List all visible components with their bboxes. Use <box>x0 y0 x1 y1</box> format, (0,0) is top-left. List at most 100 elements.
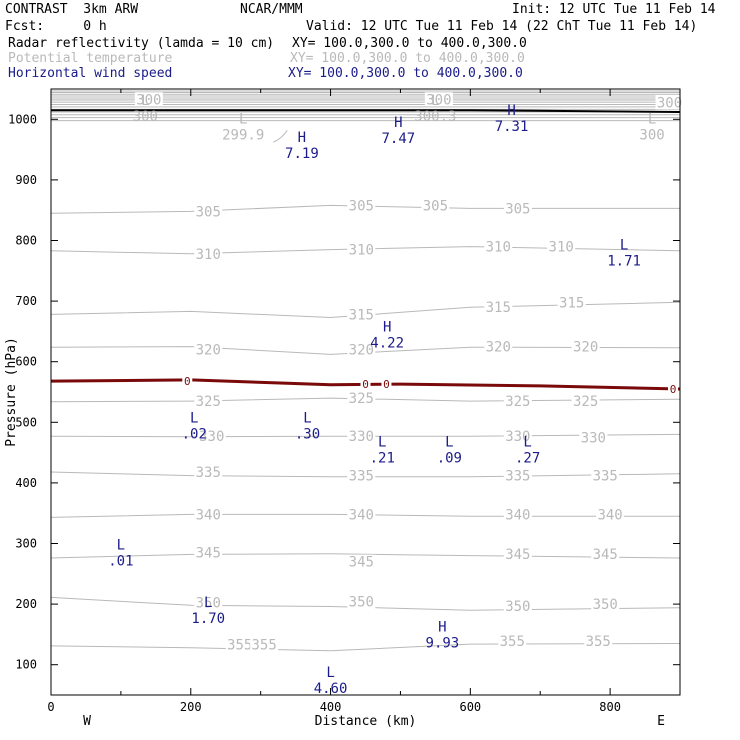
isentrope-label: 355 <box>227 638 252 654</box>
isentrope-label-bg <box>591 468 620 483</box>
isentrope-340 <box>50 513 680 518</box>
valid-time: Valid: 12 UTC Tue 11 Feb 14 (22 ChT Tue … <box>306 19 698 34</box>
isentrope-label: 320 <box>486 340 511 356</box>
theta-extremum-value: 300 <box>133 109 158 125</box>
isentrope-345 <box>50 553 681 559</box>
isentrope-label-bg <box>194 595 223 610</box>
y-tick-label: 300 <box>15 537 37 551</box>
wind-extremum-value: .02 <box>182 426 207 442</box>
y-tick-label: 800 <box>15 234 37 248</box>
isentrope-label: 300 <box>657 95 682 111</box>
isentrope-label: 320 <box>196 343 221 359</box>
isentrope-label: 340 <box>505 507 530 523</box>
isentrope-355 <box>50 643 681 652</box>
isentrope-350 <box>50 596 681 611</box>
theta-extremum-value: 300.3 <box>414 109 456 125</box>
wind-extremum-value: 7.31 <box>495 119 529 135</box>
forecast-hour: Fcst: 0 h <box>5 19 107 34</box>
plot-frame <box>50 88 681 696</box>
isentrope-label: 345 <box>349 555 374 571</box>
isentrope-label-bg <box>194 464 223 479</box>
isentrope-325 <box>50 397 681 403</box>
isentrope-label-bg <box>547 239 576 254</box>
isentrope-label-bg <box>250 637 279 652</box>
zero-contour-label: 0 <box>184 375 191 388</box>
wind-low-marker: L <box>620 238 628 254</box>
y-tick-label: 700 <box>15 294 37 308</box>
theta-extremum-value: 300 <box>639 127 664 143</box>
x-tick-label: 0 <box>47 700 54 714</box>
isentrope-label: 305 <box>349 198 374 214</box>
isentrope-label-bg <box>596 507 625 522</box>
y-axis-label: Pressure (hPa) <box>4 337 19 447</box>
isentrope-335 <box>50 471 681 478</box>
isentrope-label-bg <box>194 545 223 560</box>
isentrope-label: 340 <box>196 507 221 523</box>
isentrope-label-bg <box>557 295 586 310</box>
wind-high-marker: H <box>298 130 306 146</box>
isentrope-label-bg <box>503 394 532 409</box>
wind-extremum-value: .21 <box>370 451 395 467</box>
west-label: W <box>83 714 91 729</box>
isentrope-label-bg <box>347 594 376 609</box>
isentrope-label-bg <box>347 554 376 569</box>
terrain-line <box>51 109 681 113</box>
isentrope-label-bg <box>225 637 254 652</box>
isentrope-label-bg <box>347 242 376 257</box>
zero-contour-label-bg <box>360 378 371 391</box>
leader-tick <box>273 129 288 143</box>
x-tick-label: 400 <box>320 700 342 714</box>
zero-contour-label: 0 <box>383 378 390 391</box>
wind-low-marker: L <box>117 538 125 554</box>
wind-low-marker: L <box>190 410 198 426</box>
x-tick-label: 600 <box>459 700 481 714</box>
y-tick-label: 600 <box>15 355 37 369</box>
wind-extremum-value: 9.93 <box>426 635 460 651</box>
isentrope-label: 345 <box>593 547 618 563</box>
field-theta: Potential temperature <box>8 51 173 66</box>
isentrope-label-bg <box>591 546 620 561</box>
isentrope-310 <box>50 246 681 255</box>
isentrope-label: 305 <box>196 204 221 220</box>
zero-contour-label-bg <box>182 375 193 388</box>
zero-contour-label: 0 <box>670 383 677 396</box>
isentrope-label-bg <box>584 634 613 649</box>
wind-extremum-value: 4.22 <box>370 335 404 351</box>
y-tick-label: 900 <box>15 173 37 187</box>
isentrope-label-bg <box>503 201 532 216</box>
isentrope-label: 340 <box>597 507 622 523</box>
isentrope-label: 310 <box>196 247 221 263</box>
isentrope-label: 310 <box>486 240 511 256</box>
isentrope-label: 330 <box>505 429 530 445</box>
isentrope-label-bg <box>347 307 376 322</box>
isentrope-label-bg <box>503 429 532 444</box>
x-tick-label: 800 <box>599 700 621 714</box>
wind-extremum-value: .30 <box>295 426 320 442</box>
theta-extremum-value: 299.9 <box>222 127 264 143</box>
isentrope-label-bg <box>591 597 620 612</box>
isentrope-label-bg <box>194 507 223 522</box>
isentrope-label-bg <box>194 204 223 219</box>
isentrope-label: 325 <box>196 394 221 410</box>
field-reflectivity: Radar reflectivity (lamda = 10 cm) <box>8 36 275 51</box>
isentrope-label-bg <box>194 342 223 357</box>
isentrope-label: 300 <box>426 92 451 108</box>
isentrope-label: 350 <box>593 597 618 613</box>
wind-extremum-value: 1.71 <box>607 254 641 270</box>
x-axis-label: Distance (km) <box>315 714 417 729</box>
wind-high-marker: H <box>383 319 391 335</box>
zero-contour-label: 0 <box>362 378 369 391</box>
wind-extremum-value: .09 <box>437 451 462 467</box>
isentrope-label-bg <box>503 598 532 613</box>
wind-extremum-value: .01 <box>108 554 133 570</box>
wind-low-marker: L <box>326 665 334 681</box>
theta-extremum-marker: L <box>431 93 439 109</box>
isentrope-label: 330 <box>199 429 224 445</box>
isentrope-label: 300 <box>136 92 161 108</box>
field-wind-xy: XY= 100.0,300.0 to 400.0,300.0 <box>288 66 523 81</box>
isentrope-label: 340 <box>349 507 374 523</box>
zero-contour-label-bg <box>668 382 679 395</box>
init-time: Init: 12 UTC Tue 11 Feb 14 <box>512 2 716 17</box>
isentrope-330 <box>50 433 681 438</box>
wind-low-marker: L <box>378 435 386 451</box>
